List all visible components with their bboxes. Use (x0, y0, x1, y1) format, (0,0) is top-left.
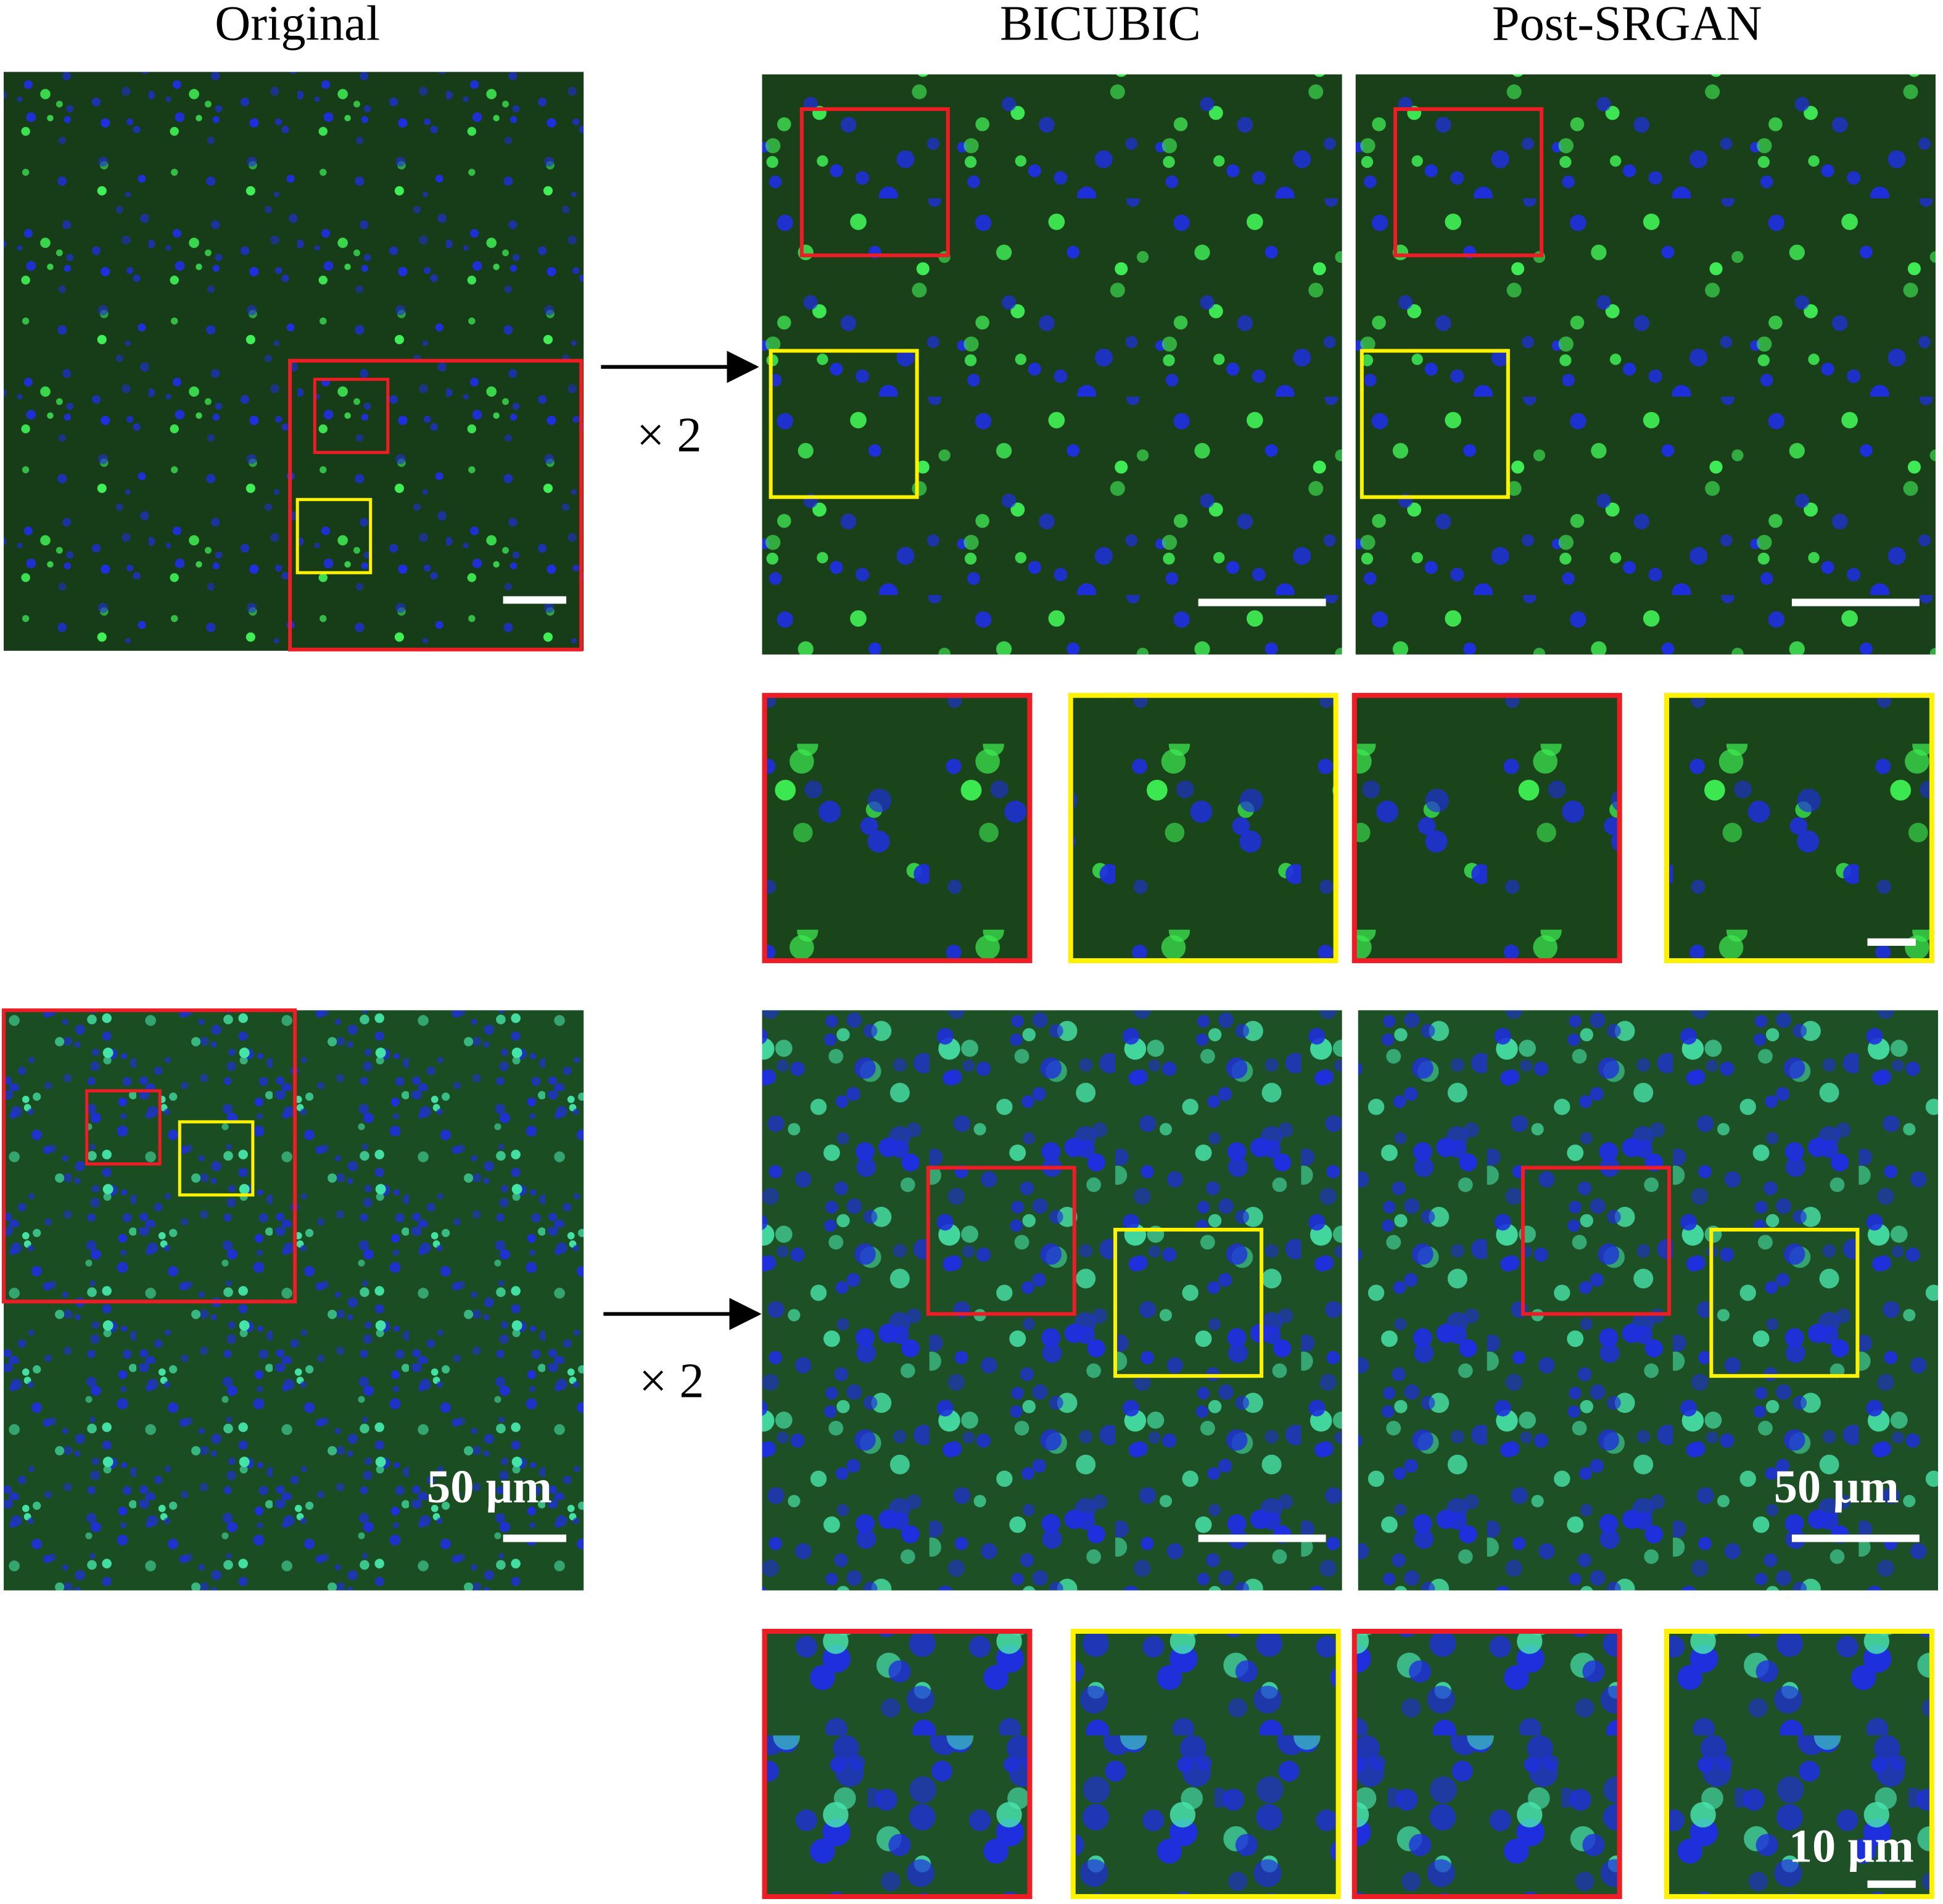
zoom-image (764, 695, 1030, 961)
roi-box (799, 107, 950, 257)
roi-box (762, 693, 1033, 964)
column-title: Post-SRGAN (1492, 0, 1762, 51)
zoom-image (1073, 1631, 1339, 1897)
magnification-label: × 2 (639, 1353, 704, 1408)
roi-box (1068, 693, 1339, 964)
roi-box (1664, 1628, 1934, 1899)
roi-box (1351, 693, 1622, 964)
roi-box (2, 1008, 297, 1304)
roi-box (1351, 1628, 1622, 1899)
scale-label: 10 µm (1789, 1820, 1914, 1873)
roi-box (1070, 1628, 1341, 1899)
roi-box (769, 349, 919, 499)
zoom-image (1667, 1631, 1932, 1897)
roi-box (1113, 1228, 1264, 1378)
magnification-label: × 2 (637, 407, 702, 462)
zoom-image (1354, 1631, 1620, 1897)
zoom-image (764, 1631, 1030, 1897)
roi-box (1393, 107, 1544, 257)
zoom-image (1354, 695, 1620, 961)
column-title: BICUBIC (1000, 0, 1201, 51)
scale-label: 50 µm (427, 1460, 552, 1513)
roi-box (1520, 1165, 1672, 1316)
roi-box (295, 498, 373, 574)
roi-box (1709, 1228, 1860, 1378)
scale-label: 50 µm (1774, 1460, 1899, 1513)
column-title: Original (215, 0, 380, 51)
roi-box (85, 1089, 162, 1166)
zoom-image (1667, 695, 1932, 961)
srgan-image (1358, 1010, 1938, 1591)
roi-box (1359, 349, 1510, 499)
roi-box (288, 358, 584, 652)
roi-box (313, 378, 390, 454)
srgan-image (1355, 74, 1936, 655)
roi-box (926, 1165, 1076, 1316)
bicubic-image (762, 1010, 1342, 1591)
roi-box (178, 1120, 255, 1197)
roi-box (1664, 693, 1934, 964)
zoom-image (1070, 695, 1336, 961)
bicubic-image (762, 74, 1342, 655)
roi-box (762, 1628, 1033, 1899)
